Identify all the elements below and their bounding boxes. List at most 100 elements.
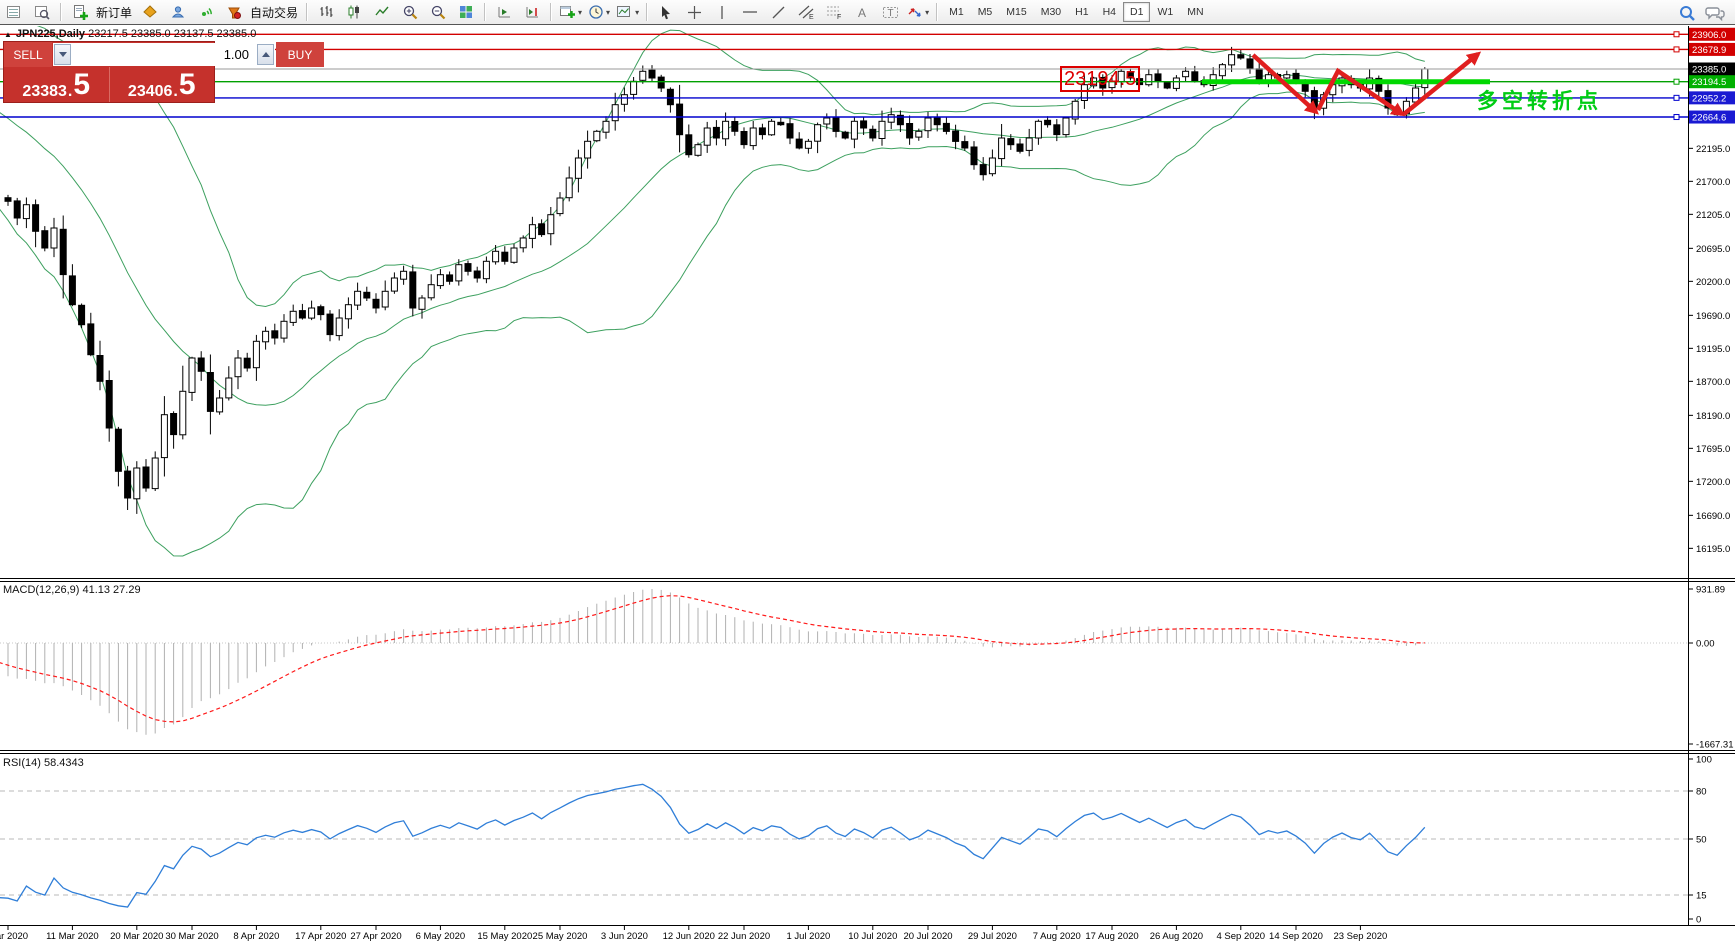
signals-icon[interactable] (192, 0, 220, 24)
volume-increase-button[interactable] (257, 44, 274, 65)
zigzag-arrow-annotation (1315, 67, 1406, 117)
date-label: 10 Jul 2020 (848, 931, 897, 942)
date-label: 6 May 2020 (416, 931, 466, 942)
chat-icon[interactable] (1701, 1, 1729, 25)
auto-scroll-icon[interactable] (490, 0, 518, 24)
fibonacci-icon[interactable]: F (820, 0, 848, 24)
date-label: 8 Apr 2020 (233, 931, 279, 942)
cursor-icon[interactable] (652, 0, 680, 24)
timeframe-button-M1[interactable]: M1 (942, 2, 971, 22)
sell-price[interactable]: 23383. 5 (22, 68, 91, 101)
toolbar-separator (60, 3, 62, 21)
timeframe-button-M5[interactable]: M5 (971, 2, 1000, 22)
search-icon[interactable] (1673, 1, 1701, 25)
timeframe-button-W1[interactable]: W1 (1150, 2, 1180, 22)
svg-text:17695.0: 17695.0 (1696, 444, 1730, 455)
panel-divider (108, 67, 110, 102)
chevron-down-icon: ▾ (578, 7, 583, 17)
timeframe-bar: M1 M5 M15 M30 H1 H4 D1 W1 MN (942, 0, 1210, 25)
equidistant-channel-icon[interactable]: E (792, 0, 820, 24)
templates-dropdown[interactable]: ▾ (613, 0, 642, 24)
sell-button[interactable]: SELL (4, 42, 52, 67)
date-label: 3 Jun 2020 (601, 931, 648, 942)
new-order-label[interactable]: 新订单 (96, 5, 133, 20)
tile-windows-icon[interactable] (452, 0, 480, 24)
svg-text:23385.0: 23385.0 (1692, 65, 1726, 76)
metaquotes-icon[interactable] (136, 0, 164, 24)
candlestick-chart-icon[interactable] (340, 0, 368, 24)
svg-text:19690.0: 19690.0 (1696, 311, 1730, 322)
new-chart-dropdown[interactable]: ▾ (556, 0, 585, 24)
community-icon[interactable] (164, 0, 192, 24)
svg-text:21700.0: 21700.0 (1696, 177, 1730, 188)
zigzag-arrow-annotation (1402, 51, 1482, 116)
buy-button[interactable]: BUY (276, 42, 324, 67)
trendline-icon[interactable] (764, 0, 792, 24)
svg-text:T: T (887, 8, 893, 19)
svg-text:F: F (837, 14, 841, 20)
date-label: 20 Jul 2020 (903, 931, 952, 942)
horizontal-line-icon[interactable] (736, 0, 764, 24)
svg-text:23678.9: 23678.9 (1692, 45, 1726, 56)
date-label: 26 Aug 2020 (1150, 931, 1203, 942)
date-label: 15 May 2020 (477, 931, 532, 942)
date-label: 12 Jun 2020 (663, 931, 715, 942)
toolbar-separator (646, 3, 649, 21)
arrows-dropdown[interactable]: ▾ (904, 0, 932, 24)
turning-point-annotation[interactable]: 多空转折点 (1477, 90, 1602, 113)
date-label: 30 Mar 2020 (165, 931, 218, 942)
svg-text:20695.0: 20695.0 (1696, 244, 1730, 255)
text-label-icon[interactable]: T (876, 0, 904, 24)
collapse-panel-icon[interactable]: ▲ (4, 30, 12, 39)
date-label: 14 Sep 2020 (1269, 931, 1323, 942)
text-icon[interactable]: A (848, 0, 876, 24)
timeframe-button-H1[interactable]: H1 (1068, 2, 1095, 22)
line-chart-icon[interactable] (368, 0, 396, 24)
crosshair-icon[interactable] (680, 0, 708, 24)
drawn-objects (1202, 51, 1490, 117)
timeframe-button-D1[interactable]: D1 (1123, 2, 1151, 22)
timeframe-button-M15[interactable]: M15 (999, 2, 1033, 22)
volume-input[interactable] (71, 44, 257, 65)
toolbar-separator (936, 3, 939, 21)
vertical-line-icon[interactable] (708, 0, 736, 24)
svg-text:A: A (858, 6, 866, 20)
ohlc-readout: 23217.5 23385.0 23137.5 23385.0 (88, 28, 257, 40)
chevron-down-icon: ▾ (925, 7, 930, 17)
toolbar-separator (550, 3, 553, 21)
autotrade-label[interactable]: 自动交易 (250, 5, 299, 20)
zoom-out-icon[interactable] (424, 0, 452, 24)
axis-price-badge (1689, 42, 1735, 56)
svg-text:931.89: 931.89 (1696, 585, 1725, 596)
date-label: 22 Jun 2020 (718, 931, 770, 942)
date-label: 29 Jul 2020 (968, 931, 1017, 942)
zoom-in-icon[interactable] (396, 0, 424, 24)
svg-text:100: 100 (1696, 755, 1712, 766)
timeframe-button-M30[interactable]: M30 (1034, 2, 1068, 22)
chart-title: ▲ JPN225,Daily 23217.5 23385.0 23137.5 23… (4, 28, 256, 40)
svg-text:20200.0: 20200.0 (1696, 277, 1730, 288)
bar-chart-icon[interactable] (312, 0, 340, 24)
symbol-period-label: JPN225,Daily (15, 28, 86, 40)
autotrade-button[interactable] (220, 0, 248, 24)
date-label: Mar 2020 (0, 931, 28, 942)
svg-text:23194.5: 23194.5 (1692, 77, 1726, 88)
date-label: 7 Aug 2020 (1033, 931, 1081, 942)
macd-indicator-label: MACD(12,26,9) 41.13 27.29 (3, 584, 141, 596)
data-window-icon[interactable] (28, 0, 56, 24)
axis-price-badge (1689, 62, 1735, 76)
chart-shift-icon[interactable] (518, 0, 546, 24)
timeframe-button-MN[interactable]: MN (1180, 2, 1210, 22)
toolbar-separator (484, 3, 487, 21)
buy-price[interactable]: 23406. 5 (127, 68, 196, 101)
periods-clock-dropdown[interactable]: ▾ (585, 0, 613, 24)
price-level-annotation[interactable]: 23194.5 (1060, 66, 1141, 92)
timeframe-button-H4[interactable]: H4 (1096, 2, 1123, 22)
market-watch-icon[interactable] (0, 0, 28, 24)
svg-text:18700.0: 18700.0 (1696, 377, 1730, 388)
volume-decrease-button[interactable] (54, 44, 71, 65)
new-order-button[interactable] (66, 0, 94, 24)
